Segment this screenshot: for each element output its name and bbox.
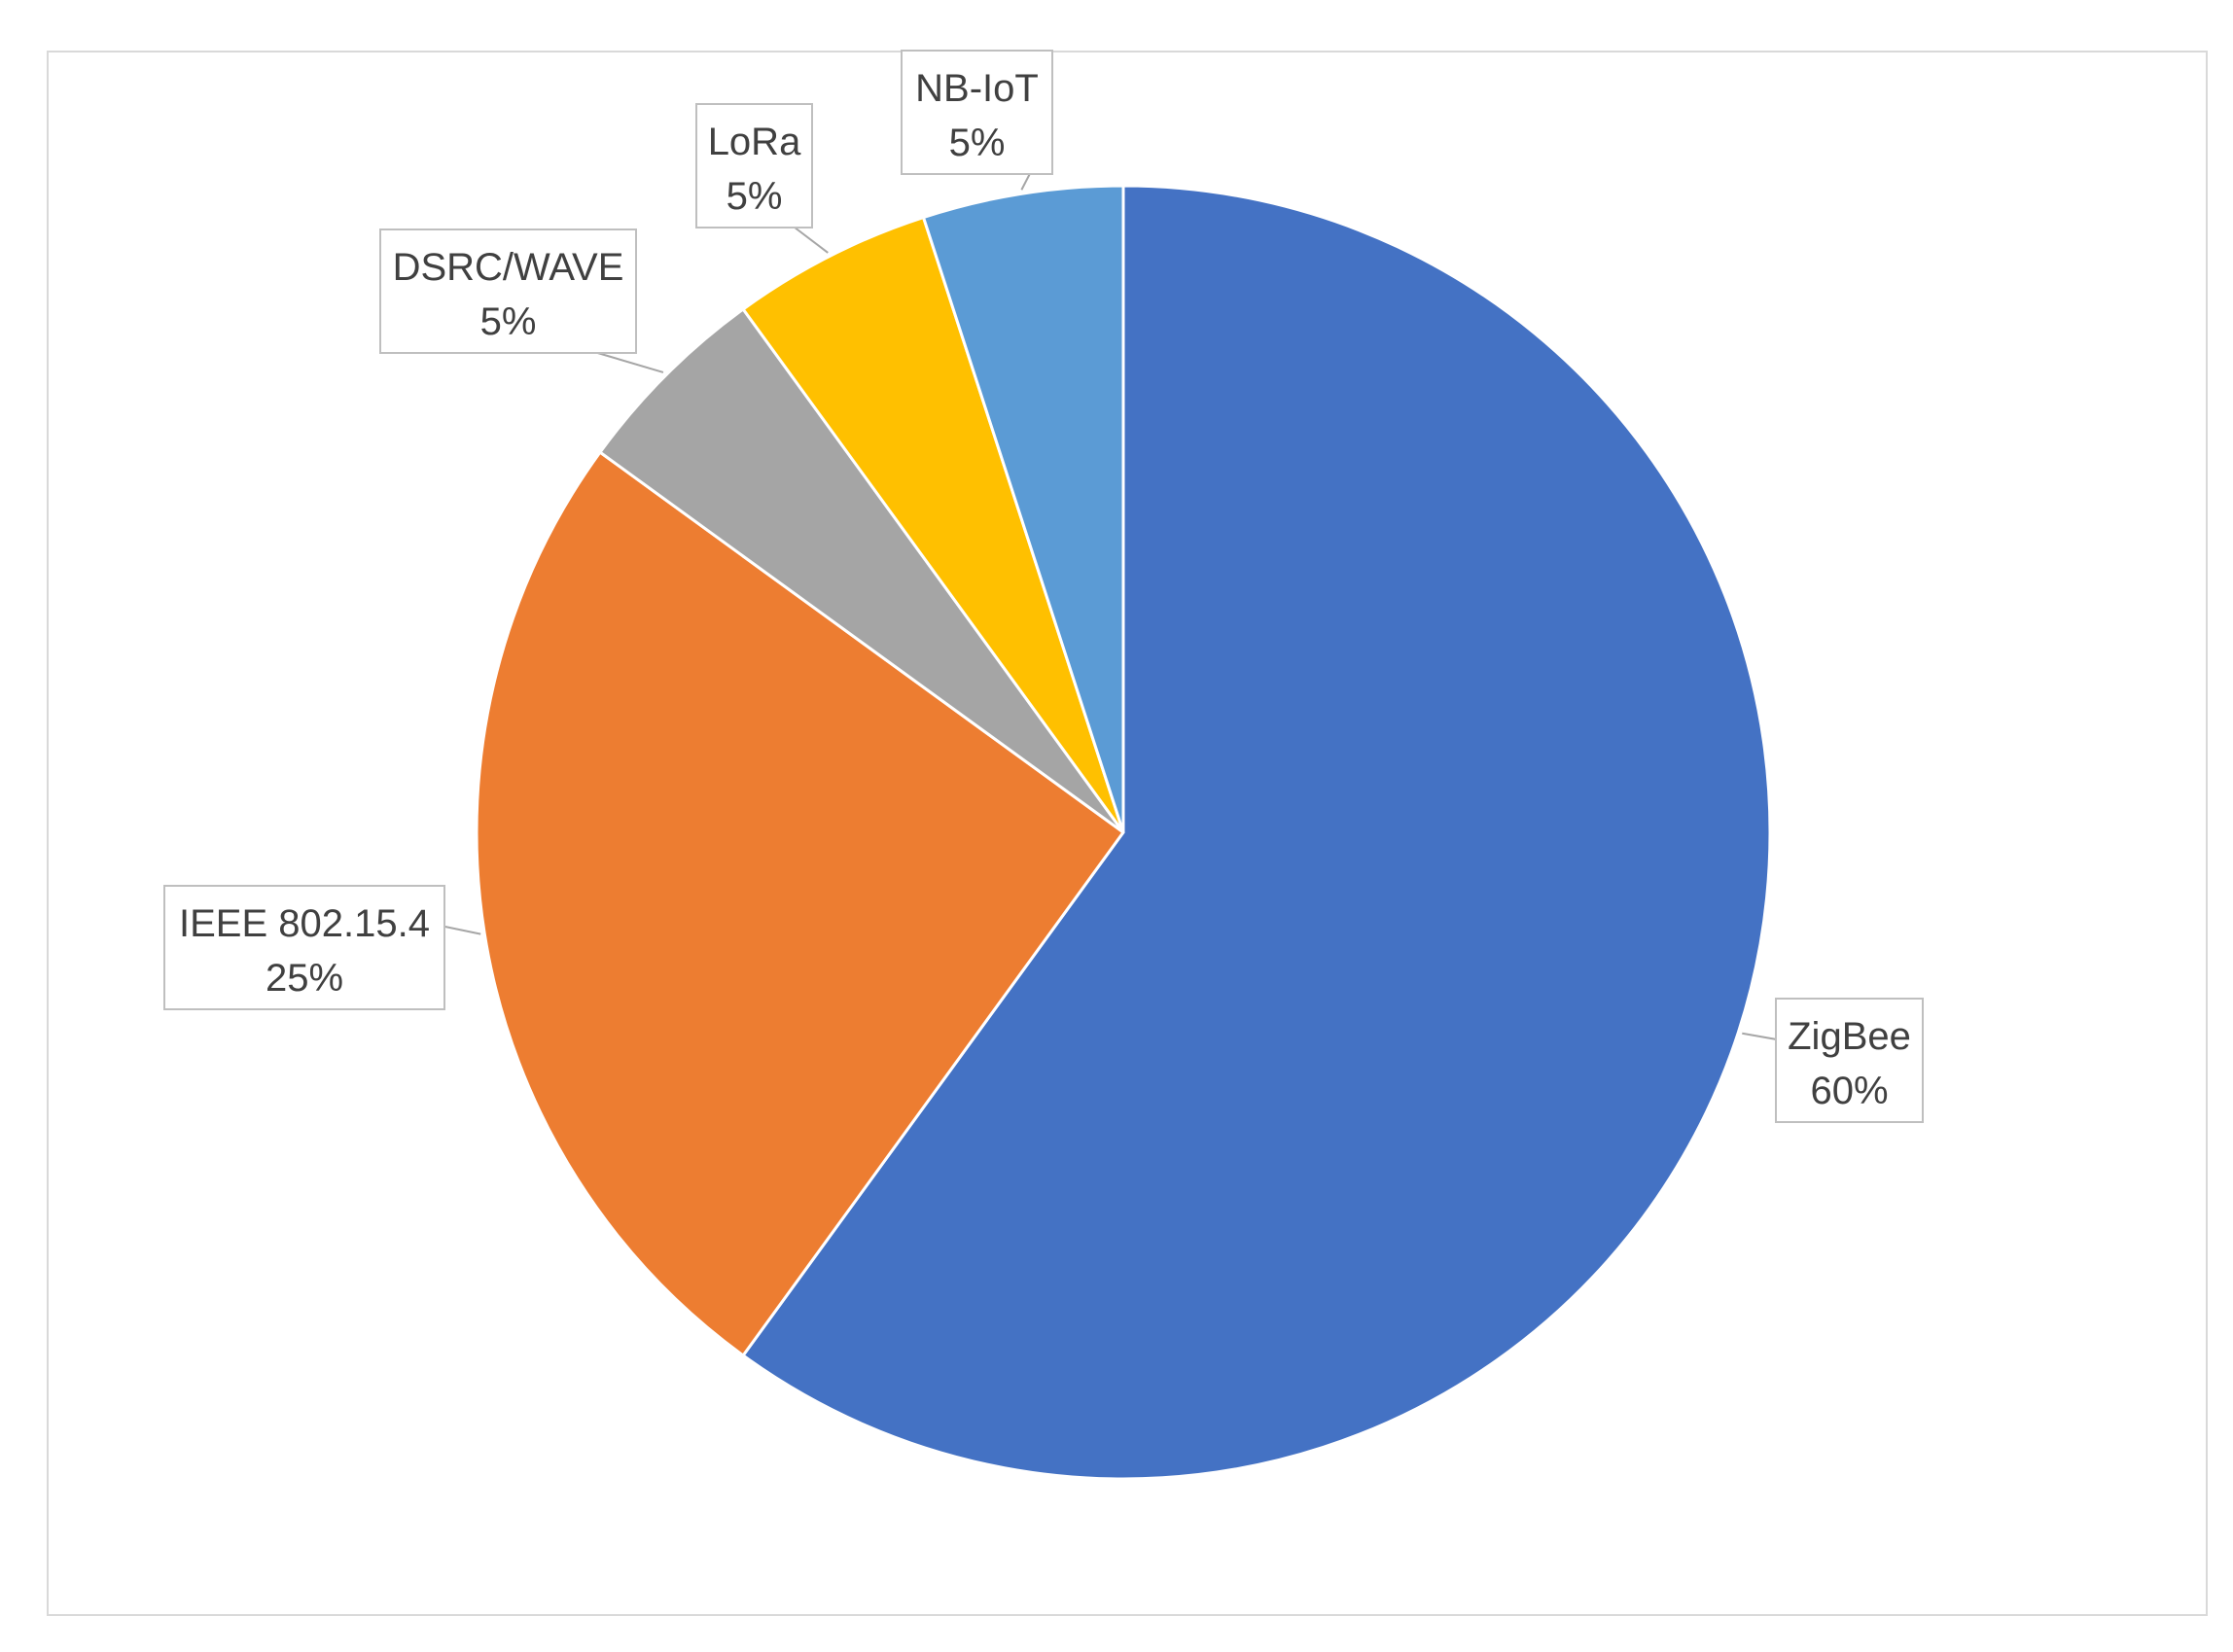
leader-line	[1020, 173, 1031, 191]
data-label-category: ZigBee	[1788, 1015, 1911, 1058]
data-label-percent: 5%	[480, 300, 537, 343]
callout-box	[901, 50, 1053, 175]
callout-box	[163, 885, 445, 1010]
leader-line	[794, 227, 829, 254]
data-label-category: NB-IoT	[915, 67, 1039, 110]
data-label-callout: NB-IoT 5%	[901, 50, 1053, 175]
leader-line	[1742, 1032, 1777, 1040]
pie-slice-ieee-802-15-4	[475, 450, 1125, 1357]
data-label-category: DSRC/WAVE	[393, 246, 624, 289]
leader-lines-layer	[443, 173, 1777, 1040]
data-label-callout: LoRa 5%	[695, 103, 813, 228]
pie-slice-dsrc-wave	[598, 307, 1125, 834]
data-label-callout: IEEE 802.15.4 25%	[163, 885, 445, 1010]
data-label-percent: 5%	[727, 175, 783, 218]
pie-slice-lora	[741, 216, 1125, 834]
callout-box	[1775, 998, 1924, 1123]
leader-line	[597, 352, 664, 373]
slices-layer	[475, 184, 1772, 1481]
callout-box	[695, 103, 813, 228]
data-label-callout: ZigBee 60%	[1775, 998, 1924, 1123]
data-label-percent: 25%	[266, 957, 343, 1000]
pie-slice-zigbee	[741, 184, 1772, 1481]
leader-line	[443, 925, 481, 935]
callout-box	[379, 228, 637, 354]
data-label-category: IEEE 802.15.4	[179, 902, 430, 945]
data-label-callout: DSRC/WAVE 5%	[379, 228, 637, 354]
data-label-percent: 5%	[949, 122, 1006, 164]
pie-slice-nb-iot	[922, 184, 1125, 834]
data-label-percent: 60%	[1810, 1070, 1888, 1112]
data-label-category: LoRa	[708, 121, 801, 163]
